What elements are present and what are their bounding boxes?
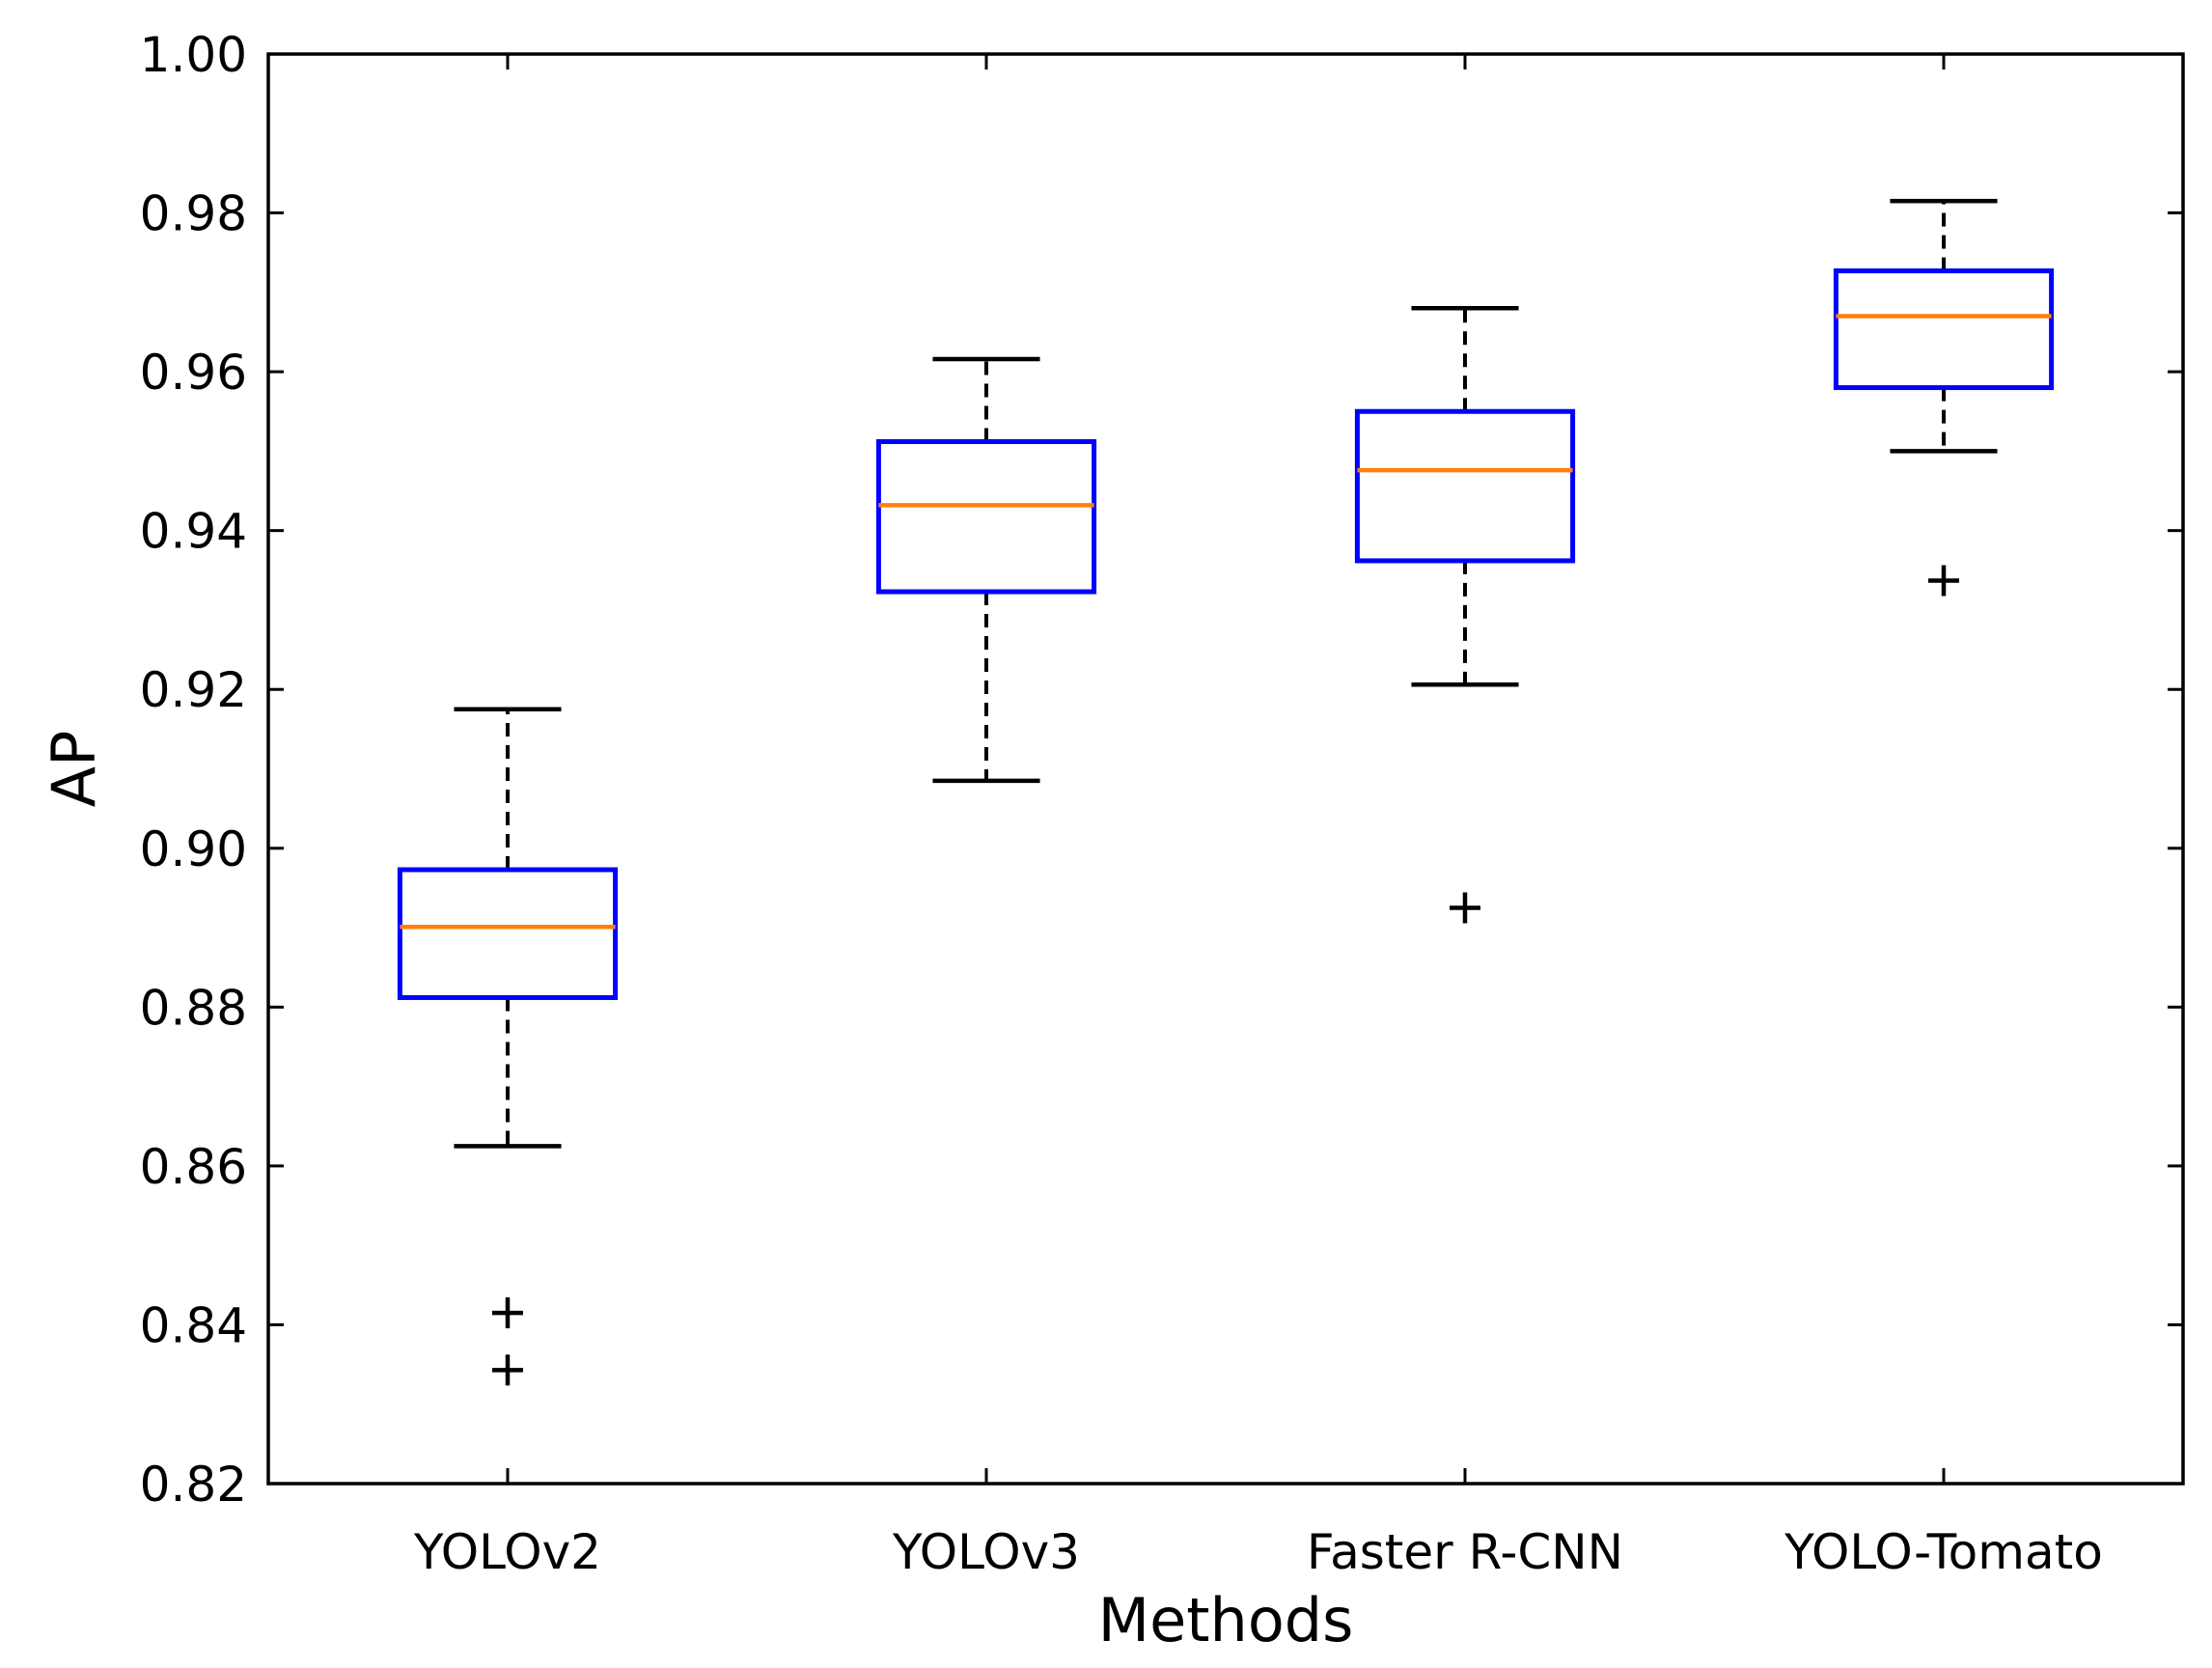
box-group (875, 356, 1097, 784)
y-axis: 0.82 0.84 0.86 0.88 0.90 0.92 0.94 0.96 0.98 1.00 (140, 27, 2183, 1513)
y-tick-label: 0.90 (140, 821, 247, 877)
plot-area (397, 198, 2055, 1386)
outlier-marker (492, 1354, 523, 1386)
outlier-marker (1928, 565, 1959, 597)
outlier-marker (492, 1297, 523, 1329)
x-tick-label: YOLO-Tomato (1783, 1524, 2103, 1580)
y-tick-label: 0.94 (140, 504, 247, 560)
y-tick-label: 0.86 (140, 1139, 247, 1195)
y-tick-label: 0.84 (140, 1297, 247, 1353)
y-axis-label: AP (39, 731, 109, 808)
outlier-marker (1450, 892, 1480, 924)
x-tick-label: Faster R-CNN (1307, 1524, 1623, 1580)
box-group (1354, 306, 1576, 924)
x-tick-label: YOLOv2 (413, 1524, 601, 1580)
x-axis: YOLOv2 YOLOv3 Faster R-CNN YOLO-Tomato (413, 54, 2103, 1580)
y-tick-label: 0.98 (140, 186, 247, 242)
box-group (397, 707, 619, 1386)
x-tick-label: YOLOv3 (892, 1524, 1080, 1580)
box-group (1833, 198, 2055, 597)
y-tick-label: 1.00 (140, 27, 247, 83)
iqr-box (1354, 408, 1576, 564)
x-axis-label: Methods (1098, 1585, 1354, 1655)
plot-frame (266, 52, 2185, 1486)
y-tick-label: 0.88 (140, 980, 247, 1036)
iqr-box (875, 439, 1097, 595)
y-tick-label: 0.96 (140, 345, 247, 401)
y-tick-label: 0.92 (140, 662, 247, 718)
iqr-box (1833, 268, 2055, 391)
iqr-box (397, 867, 619, 1000)
y-tick-label: 0.82 (140, 1457, 247, 1513)
